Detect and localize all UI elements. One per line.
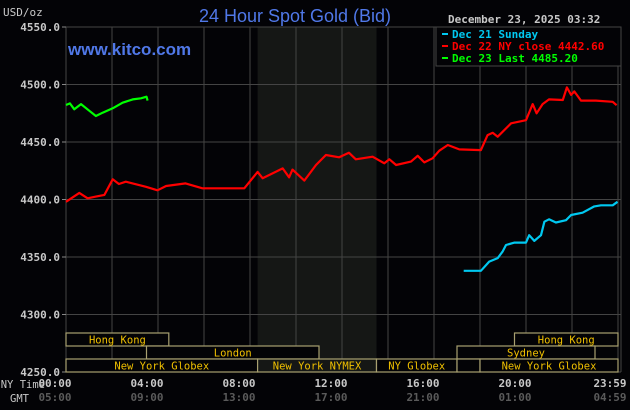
x-tick-label-gmt: 05:00 (38, 391, 71, 404)
x-tick-label-ny: 04:00 (130, 377, 163, 390)
y-tick-label: 4300.0 (20, 309, 60, 322)
x-tick-label-gmt: 04:59 (593, 391, 626, 404)
timestamp: December 23, 2025 03:32 (448, 13, 600, 26)
y-tick-label: 4500.0 (20, 79, 60, 92)
legend-box (435, 26, 622, 67)
session-label: Hong Kong (538, 335, 595, 347)
x-tick-label-ny: 12:00 (314, 377, 347, 390)
session-label: New York Globex (502, 361, 597, 373)
chart-title: 24 Hour Spot Gold (Bid) (199, 6, 391, 26)
watermark-url: www.kitco.com (67, 40, 191, 59)
series-line-2 (65, 95, 149, 118)
y-axis-unit-label: USD/oz (3, 6, 43, 19)
x-tick-label-ny: 00:00 (38, 377, 71, 390)
x-tick-label-gmt: 09:00 (130, 391, 163, 404)
session-label: New York NYMEX (273, 361, 362, 373)
y-tick-label: 4550.0 (20, 21, 60, 34)
x-tick-label-ny: 16:00 (406, 377, 439, 390)
session-bar (456, 358, 481, 373)
series-line-0 (463, 200, 619, 272)
x-tick-label-gmt: 13:00 (222, 391, 255, 404)
x-tick-label-ny: 23:59 (593, 377, 626, 390)
session-label: NY Globex (388, 361, 445, 373)
session-label: London (214, 348, 252, 360)
legend-entry: Dec 23 Last 4485.20 (452, 52, 578, 65)
legend-entry: Dec 21 Sunday (452, 28, 538, 41)
x-row-label-gmt: GMT (10, 393, 30, 405)
series-line-1 (65, 86, 618, 203)
y-tick-label: 4450.0 (20, 136, 60, 149)
x-tick-label-ny: 08:00 (222, 377, 255, 390)
y-tick-label: 4250.0 (20, 366, 60, 379)
x-tick-label-gmt: 21:00 (406, 391, 439, 404)
session-bar (65, 332, 170, 347)
x-tick-label-ny: 20:00 (498, 377, 531, 390)
session-bar (479, 358, 619, 373)
y-tick-label: 4400.0 (20, 194, 60, 207)
session-label: New York Globex (114, 361, 209, 373)
x-row-label-ny: NY Time (1, 379, 45, 391)
session-label: Sydney (507, 348, 545, 360)
legend-entry: Dec 22 NY close 4442.60 (452, 40, 604, 53)
x-tick-label-gmt: 17:00 (314, 391, 347, 404)
x-tick-label-gmt: 01:00 (498, 391, 531, 404)
y-tick-label: 4350.0 (20, 251, 60, 264)
session-label: Hong Kong (89, 335, 146, 347)
